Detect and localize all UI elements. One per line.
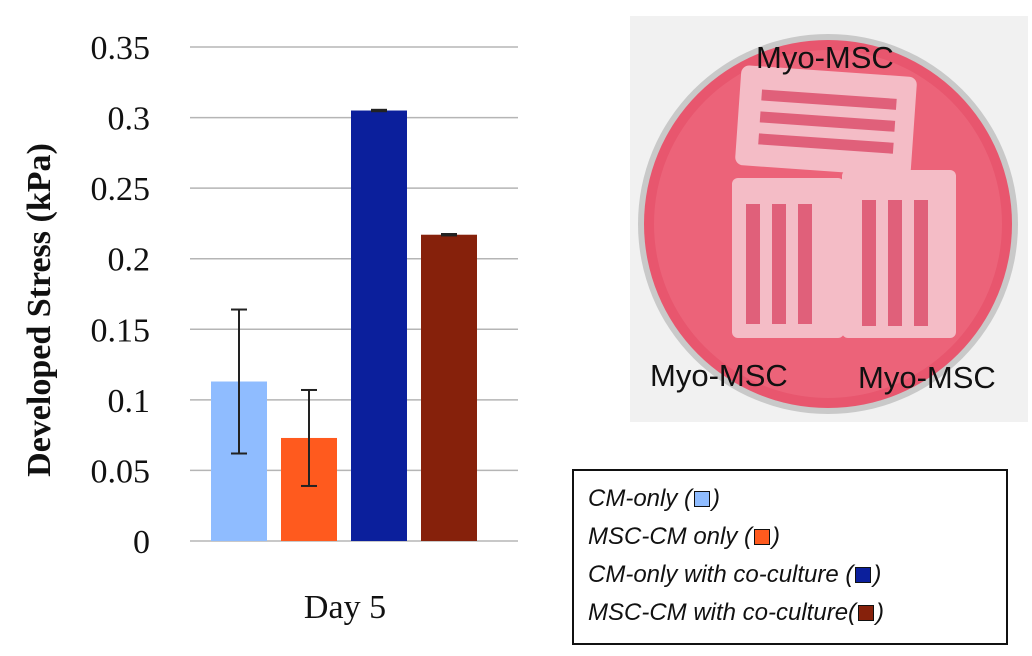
error-bar [441, 233, 457, 237]
bar-chart: 0 0.05 0.1 0.15 0.2 0.25 0.3 0.35 Developed Str… [21, 30, 518, 626]
scaffold-bottom-right [842, 170, 956, 338]
legend-label: CM-only with co-culture ( [588, 561, 854, 588]
y-axis-label: Developed Stress (kPa) [21, 143, 58, 477]
legend-item-msc-cm-only: MSC-CM only () [588, 523, 780, 551]
y-tick-label: 0.3 [108, 101, 151, 138]
y-tick-labels: 0 0.05 0.1 0.15 0.2 0.25 0.3 0.35 [91, 30, 151, 561]
photo-label-top: Myo-MSC [756, 40, 894, 75]
scaffold-top [735, 65, 917, 177]
error-bar [231, 308, 247, 455]
legend-label-close: ) [712, 485, 721, 512]
y-tick-label: 0.05 [91, 453, 151, 490]
petri-dish-photo: Myo-MSC Myo-MSC Myo-MSC [630, 16, 1028, 422]
y-tick-label: 0.2 [108, 242, 151, 279]
legend-label: CM-only ( [588, 485, 693, 512]
legend-label-close: ) [772, 523, 781, 550]
y-tick-label: 0 [133, 524, 150, 561]
scaffold-bottom-left [732, 178, 844, 338]
legend-swatch [694, 491, 711, 507]
photo-label-bottom-right: Myo-MSC [858, 360, 996, 395]
y-tick-label: 0.1 [108, 383, 151, 420]
legend-swatch [858, 605, 875, 621]
bar-msc-cm-with-co-culture [421, 234, 477, 541]
y-tick-label: 0.15 [91, 312, 151, 349]
photo-label-bottom-left: Myo-MSC [650, 358, 788, 393]
legend-item-cm-only-coculture: CM-only with co-culture () [588, 561, 881, 589]
error-bar [371, 108, 387, 113]
y-tick-label: 0.25 [91, 171, 151, 208]
legend-label: MSC-CM only ( [588, 523, 753, 550]
legend-item-cm-only: CM-only () [588, 485, 720, 513]
legend-label: MSC-CM with co-culture( [588, 599, 857, 626]
x-tick-label: Day 5 [304, 589, 386, 626]
legend-swatch [754, 529, 771, 545]
legend-swatch [855, 567, 872, 583]
legend-label-close: ) [873, 561, 882, 588]
error-bar [301, 388, 317, 487]
legend-item-msc-cm-coculture: MSC-CM with co-culture() [588, 599, 884, 627]
bar-cm-only-with-co-culture [351, 110, 407, 541]
y-tick-label: 0.35 [91, 30, 151, 67]
legend-label-close: ) [876, 599, 885, 626]
legend: CM-only () MSC-CM only () CM-only with c… [572, 469, 1008, 645]
error-bars [231, 108, 457, 487]
bars [211, 110, 477, 541]
